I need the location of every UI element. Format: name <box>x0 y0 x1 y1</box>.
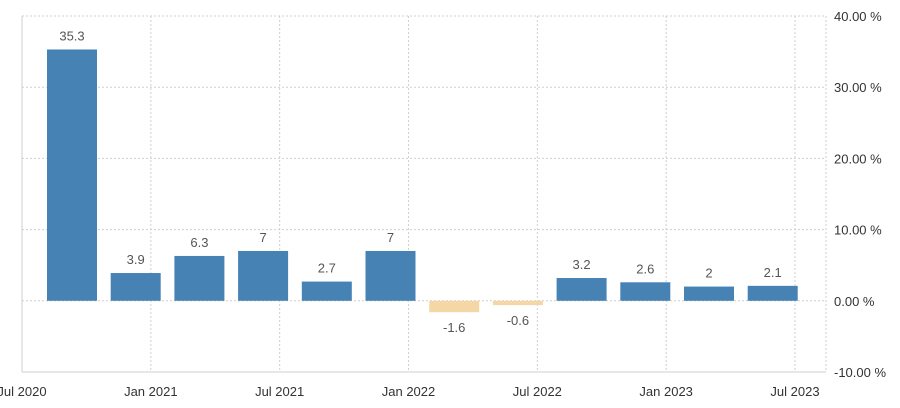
y-axis: 40.00 % 30.00 % 20.00 % 10.00 % 0.00 % -10.00… <box>834 9 886 380</box>
y-tick-label: -10.00 % <box>834 365 886 380</box>
chart-grid <box>21 15 827 373</box>
x-tick-label: Jan 2022 <box>382 384 436 399</box>
data-label: 2.6 <box>636 261 654 276</box>
data-label: 35.3 <box>59 28 84 43</box>
data-label: 2.7 <box>318 261 336 276</box>
data-label: 6.3 <box>190 235 208 250</box>
bar-mar-2021 <box>174 255 225 301</box>
data-label: 3.2 <box>573 257 591 272</box>
y-tick-label: 40.00 % <box>834 9 882 24</box>
data-label: -1.6 <box>443 320 465 335</box>
bar-mar-2022 <box>429 300 480 313</box>
x-axis: Jul 2020 Jan 2021 Jul 2021 Jan 2022 Jul 2022… <box>0 384 820 399</box>
x-tick-label: Jan 2023 <box>639 384 693 399</box>
bar-sep-2022 <box>556 278 607 301</box>
x-tick-label: Jul 2022 <box>513 384 562 399</box>
data-label: 7 <box>259 230 266 245</box>
y-tick-label: 10.00 % <box>834 223 882 238</box>
x-tick-label: Jul 2020 <box>0 384 47 399</box>
bar-jun-2021 <box>238 250 289 301</box>
data-label: 2 <box>705 266 712 281</box>
y-tick-label: 0.00 % <box>834 294 875 309</box>
data-label: -0.6 <box>507 313 529 328</box>
bar-sep-2021 <box>301 281 352 301</box>
x-tick-label: Jul 2021 <box>255 384 304 399</box>
bar-dec-2020 <box>110 273 161 301</box>
data-label: 3.9 <box>127 252 145 267</box>
y-tick-label: 20.00 % <box>834 151 882 166</box>
chart-bars <box>47 49 798 313</box>
bar-sep-2020 <box>47 49 97 301</box>
bar-dec-2021 <box>365 250 416 301</box>
x-tick-label: Jul 2023 <box>770 384 819 399</box>
x-tick-label: Jan 2021 <box>124 384 178 399</box>
y-tick-label: 30.00 % <box>834 80 882 95</box>
plot-border <box>21 15 827 373</box>
bar-mar-2023 <box>684 286 734 301</box>
bar-jun-2022 <box>492 300 543 306</box>
chart-data-labels: 35.3 3.9 6.3 7 2.7 7 -1.6 -0.6 3.2 2.6 2 2.1 <box>59 28 781 335</box>
bar-jun-2023 <box>747 285 798 301</box>
data-label: 7 <box>387 230 394 245</box>
data-label: 2.1 <box>764 265 782 280</box>
bar-dec-2022 <box>620 282 671 301</box>
